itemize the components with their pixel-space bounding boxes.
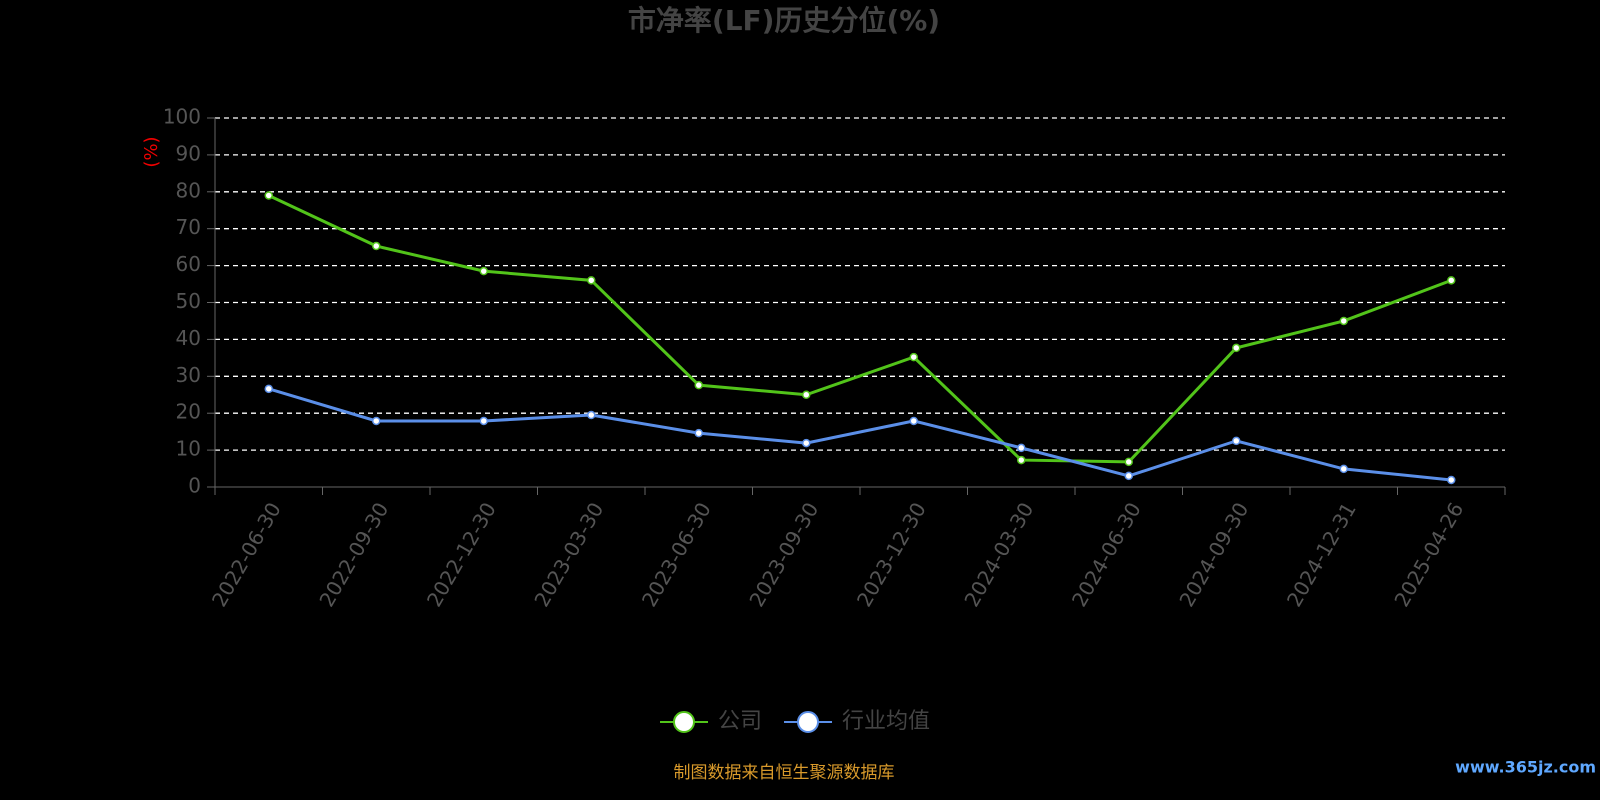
- point: [587, 410, 596, 420]
- chart-title: 市净率(LF)历史分位(%): [628, 4, 940, 37]
- legend-label: 行业均值: [842, 709, 930, 734]
- series-line: [268, 387, 1452, 482]
- point: [1124, 471, 1133, 481]
- point: [372, 416, 381, 426]
- point: [909, 352, 918, 362]
- legend-marker: [673, 711, 695, 733]
- y-tick-label: 30: [176, 363, 201, 387]
- x-tick-label: 2023-12-30: [852, 498, 931, 611]
- y-tick-label: 40: [176, 326, 201, 350]
- y-tick-label: 90: [176, 141, 201, 165]
- legend-label: 公司: [718, 709, 762, 734]
- point: [587, 276, 596, 285]
- point: [479, 266, 488, 276]
- x-tick-label: 2023-09-30: [744, 498, 823, 611]
- point: [264, 384, 273, 394]
- point: [1017, 443, 1026, 453]
- y-tick-label: 60: [176, 252, 201, 276]
- series-line: [268, 194, 1452, 464]
- point: [909, 416, 918, 426]
- point: [1339, 316, 1348, 326]
- x-tick-label: 2023-03-30: [529, 498, 608, 611]
- point: [372, 241, 381, 251]
- y-tick-label: 80: [176, 178, 201, 202]
- point: [694, 380, 703, 390]
- y-axis-label: (%): [141, 136, 162, 167]
- point: [1339, 464, 1348, 474]
- x-tick-label: 2024-09-30: [1174, 498, 1253, 611]
- watermark: www.365jz.com: [1455, 758, 1596, 777]
- x-tick-label: 2022-09-30: [314, 498, 393, 611]
- point: [1447, 276, 1456, 285]
- x-tick-label: 2025-04-26: [1389, 498, 1468, 611]
- point: [479, 416, 488, 426]
- point: [1447, 475, 1456, 485]
- point: [1232, 436, 1241, 446]
- point: [1017, 455, 1026, 465]
- point: [264, 191, 273, 200]
- y-tick-label: 70: [176, 215, 201, 239]
- y-tick-label: 10: [176, 437, 201, 461]
- y-tick-label: 0: [188, 474, 201, 498]
- y-tick-label: 50: [176, 289, 201, 313]
- y-tick-label: 100: [163, 105, 201, 129]
- x-tick-label: 2022-12-30: [422, 498, 501, 611]
- y-tick-label: 20: [176, 400, 201, 424]
- point: [1232, 343, 1241, 353]
- x-tick-label: 2022-06-30: [207, 498, 286, 611]
- point: [802, 390, 811, 399]
- point: [1124, 457, 1133, 467]
- x-tick-label: 2024-03-30: [959, 498, 1038, 611]
- point: [802, 438, 811, 448]
- x-tick-label: 2024-06-30: [1067, 498, 1146, 611]
- x-tick-label: 2023-06-30: [637, 498, 716, 611]
- source-note: 制图数据来自恒生聚源数据库: [674, 763, 895, 783]
- x-tick-label: 2024-12-31: [1282, 498, 1361, 611]
- legend-marker: [797, 711, 820, 733]
- point: [694, 428, 703, 438]
